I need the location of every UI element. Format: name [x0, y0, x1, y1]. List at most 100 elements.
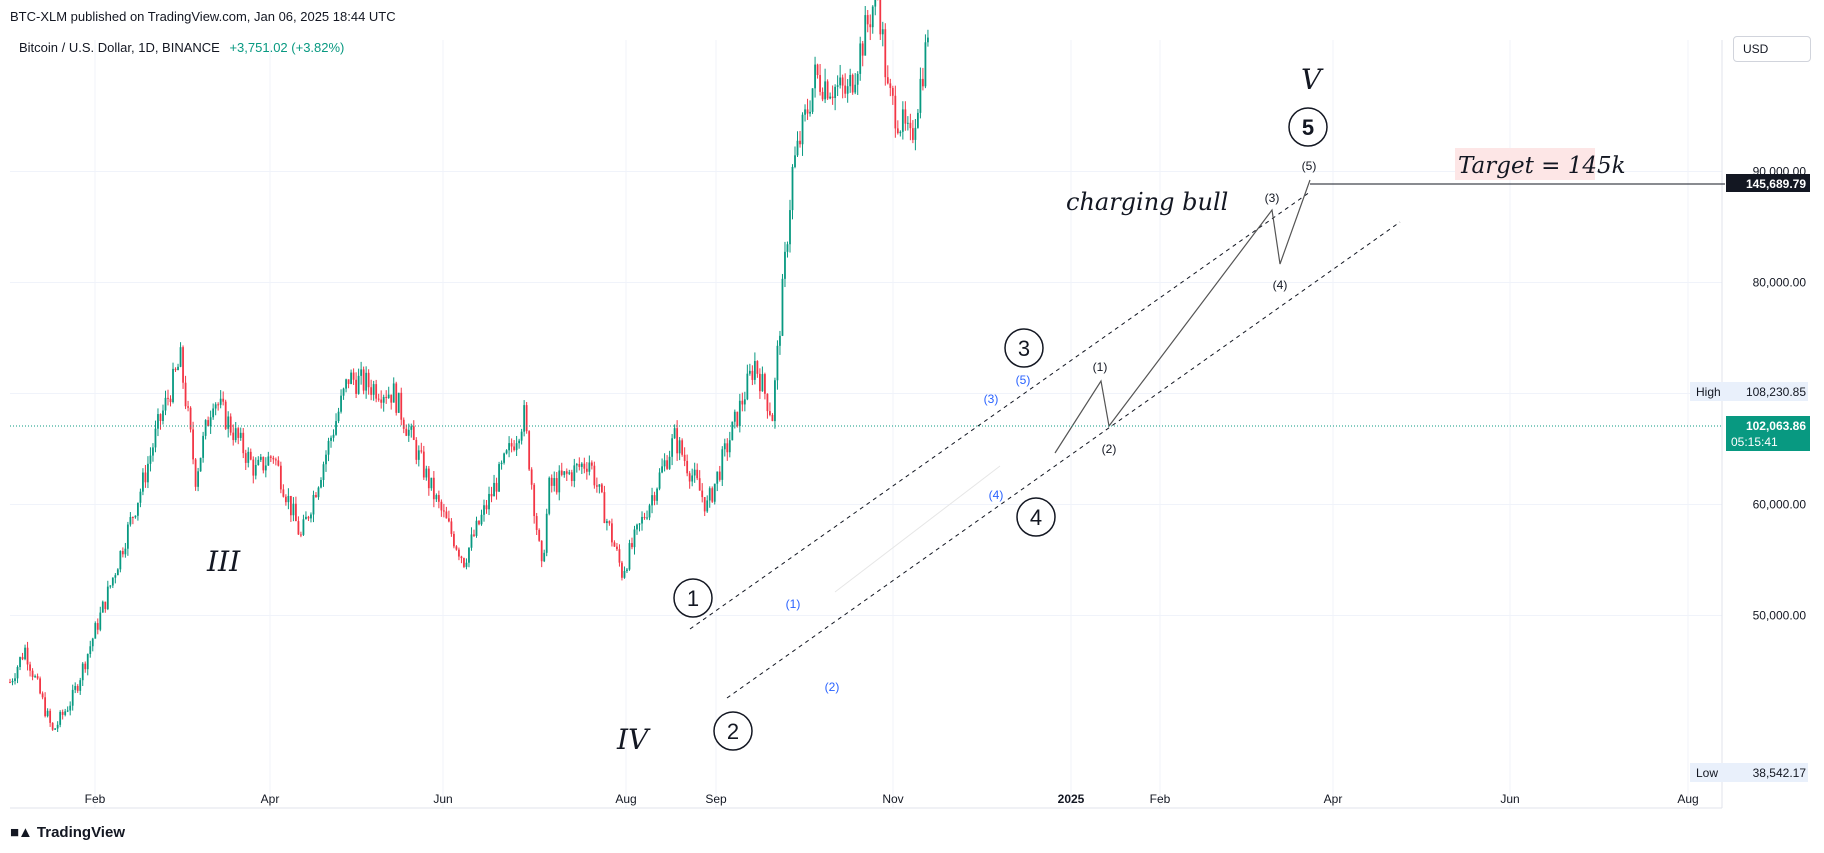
tradingview-footer[interactable]: ■▲ TradingView: [10, 824, 125, 841]
candle: [49, 708, 52, 727]
candle: [137, 502, 139, 521]
candle: [101, 600, 104, 613]
candle: [545, 508, 548, 557]
candle-body: [16, 667, 19, 679]
candle-body: [242, 432, 245, 454]
candle: [894, 85, 897, 138]
candle: [909, 113, 912, 141]
candle-body: [310, 514, 312, 519]
candle: [548, 476, 551, 516]
proj-wave-5-label: (5): [1302, 159, 1317, 173]
candle: [144, 464, 147, 488]
candle: [227, 411, 230, 438]
candle-body: [568, 472, 571, 474]
candle-body: [142, 472, 144, 492]
candle-body: [350, 372, 352, 384]
candle-body: [437, 495, 440, 502]
candle-body: [653, 495, 656, 501]
candle-body: [801, 114, 804, 145]
candle: [791, 164, 794, 220]
candle-body: [859, 43, 862, 74]
candle-body: [834, 86, 837, 99]
candle-body: [106, 586, 109, 610]
candle: [683, 447, 686, 467]
candle: [550, 474, 553, 493]
wave-V-label: V: [1301, 63, 1324, 96]
candle-body: [417, 450, 420, 460]
candle: [631, 537, 633, 550]
candle-body: [633, 529, 636, 548]
time-tick-label: Jun: [1500, 792, 1519, 806]
candle: [821, 87, 824, 102]
candle: [147, 456, 149, 489]
candle-body: [806, 109, 809, 114]
symbol-legend[interactable]: Bitcoin / U.S. Dollar, 1D, BINANCE +3,75…: [19, 40, 344, 55]
candle: [560, 462, 563, 477]
candle: [19, 656, 21, 671]
candle-body: [588, 462, 591, 472]
candle: [234, 421, 237, 443]
candle: [573, 458, 576, 488]
candle: [809, 100, 811, 117]
candle-body: [259, 456, 262, 460]
candle-body: [402, 419, 405, 429]
time-tick-label: 2025: [1058, 792, 1085, 806]
currency-button[interactable]: USD: [1733, 36, 1811, 62]
candle-body: [804, 109, 806, 115]
candle: [726, 438, 729, 461]
candle: [525, 402, 528, 434]
candle-body: [430, 477, 433, 489]
candle-body: [786, 244, 789, 252]
candle: [372, 380, 375, 401]
candle-body: [528, 431, 531, 470]
candle-body: [159, 414, 162, 421]
candle-body: [229, 416, 232, 433]
candle: [839, 64, 842, 89]
candle-series: [9, 0, 929, 732]
candle: [407, 423, 410, 442]
candle: [259, 453, 262, 462]
candle: [387, 386, 390, 399]
candle: [764, 372, 766, 400]
candle-body: [841, 77, 844, 86]
candle: [422, 445, 425, 480]
candle: [46, 708, 49, 718]
candle-body: [523, 405, 526, 432]
candle-body: [307, 516, 310, 519]
candle-body: [104, 601, 107, 610]
candle: [643, 512, 646, 520]
candle-body: [758, 373, 761, 392]
candle: [450, 518, 453, 537]
candle: [29, 661, 31, 677]
candle-body: [753, 361, 756, 380]
candle-body: [468, 547, 470, 563]
candle: [508, 436, 510, 458]
candle-body: [362, 369, 365, 391]
candle-body: [538, 529, 541, 541]
candle: [678, 437, 681, 461]
candle-body: [114, 575, 117, 578]
candle: [322, 461, 325, 487]
candle-body: [701, 490, 704, 498]
candle: [575, 462, 578, 473]
candle: [896, 120, 899, 135]
candle-body: [864, 15, 867, 56]
time-tick-label: Feb: [1150, 792, 1171, 806]
subwave-4-label: (4): [989, 488, 1004, 502]
candle-body: [658, 472, 661, 489]
candle-body: [881, 29, 884, 35]
candle-body: [560, 470, 563, 475]
candle: [370, 379, 373, 401]
candle: [771, 413, 774, 422]
candle-body: [751, 370, 754, 380]
candle-body: [593, 465, 596, 486]
candle-body: [884, 29, 887, 78]
candle-body: [222, 398, 225, 402]
candle: [854, 73, 857, 95]
candle-body: [330, 437, 332, 441]
candle: [570, 469, 573, 487]
candle-body: [167, 397, 169, 399]
candle-body: [204, 420, 207, 436]
candle: [831, 85, 834, 105]
